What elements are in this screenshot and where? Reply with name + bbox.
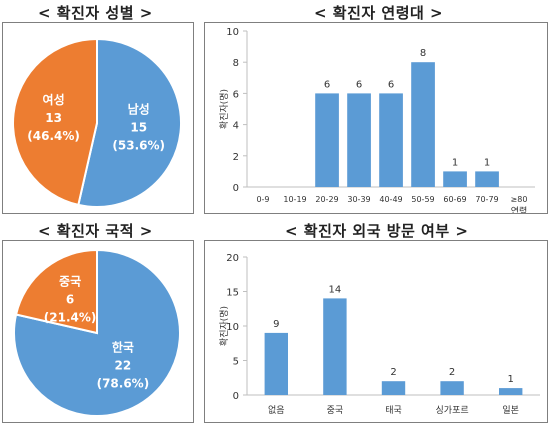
gender-slice-1 [12,37,98,207]
travel-chart-title: < 확진자 외국 방문 여부 > [285,222,469,240]
age-x-tick-label-2: 20-29 [315,195,338,204]
travel-data-label-0: 9 [273,319,279,330]
nationality-slice-1 [14,248,98,335]
age-x-tick-label-3: 30-39 [347,195,370,204]
nationality-slice-value-0: 22 [115,358,132,372]
travel-data-label-4: 1 [508,374,514,385]
gender-slice-label-1: 여성 [43,92,65,107]
nationality-pie-chart: 한국 22 (78.6%) 중국 6 (21.4%) [13,248,181,417]
age-bar-chart: 0 2 4 6 8 10 확진자(명) 0-9 10-19 6 20-29 6 30-39 6 40-49 8… [218,27,535,213]
age-y-tick-label-2: 4 [233,121,239,132]
age-bar-2 [315,93,339,187]
age-y-tick-label-1: 2 [233,152,239,163]
nationality-slice-label-0: 한국 [112,339,134,354]
travel-y-tick-label-3: 15 [226,288,239,299]
gender-slice-0 [77,37,182,208]
age-y-tick-label-0: 0 [233,183,239,194]
travel-data-label-2: 2 [390,367,396,378]
travel-bar-0 [264,332,288,395]
age-bar-6 [443,171,467,187]
age-y-tick-label-3: 6 [233,89,239,100]
age-x-tick-label-5: 50-59 [411,195,434,204]
age-y-axis-title: 확진자(명) [218,89,230,129]
travel-x-tick-label-3: 싱가포르 [436,405,469,416]
travel-bar-4 [499,388,523,395]
nationality-slice-value-1: 6 [66,292,74,306]
age-x-axis-title: 연령 [511,205,528,213]
travel-y-axis-title: 확진자(명) [218,306,230,346]
travel-data-label-3: 2 [449,367,455,378]
age-chart-panel: 0 2 4 6 8 10 확진자(명) 0-9 10-19 6 20-29 6 30-39 6 40-49 8… [204,22,548,214]
age-bar-7 [475,171,499,187]
travel-y-tick-label-0: 0 [233,391,239,402]
gender-chart-title: < 확진자 성별 > [38,4,153,22]
travel-y-tick-label-4: 20 [226,253,239,264]
age-data-label-4: 6 [388,79,394,90]
age-y-tick-label-4: 8 [233,58,239,69]
travel-chart-panel: 0 5 10 15 20 확진자(명) 9 없음 14 중국 2 태국 2 싱가포르 1 일본 [204,240,548,423]
age-data-label-3: 6 [356,79,362,90]
gender-slice-percent-0: (53.6%) [112,139,165,153]
nationality-slice-percent-0: (78.6%) [97,376,150,390]
age-data-label-2: 6 [324,79,330,90]
age-bar-5 [411,62,435,188]
age-x-tick-label-8: ≥80 [511,195,528,204]
age-chart-title: < 확진자 연령대 > [314,4,444,22]
age-data-label-7: 1 [484,157,490,168]
age-bar-4 [379,93,403,187]
gender-slice-percent-1: (46.4%) [27,129,80,143]
gender-slice-value-0: 15 [130,121,147,135]
travel-bar-1 [323,298,347,395]
travel-bar-3 [440,381,464,395]
nationality-chart-panel: 한국 22 (78.6%) 중국 6 (21.4%) [2,240,194,423]
travel-bar-chart: 0 5 10 15 20 확진자(명) 9 없음 14 중국 2 태국 2 싱가포르 1 일본 [218,253,540,416]
travel-data-label-1: 14 [329,284,342,295]
gender-slice-label-0: 남성 [128,102,150,117]
nationality-chart-title: < 확진자 국적 > [38,222,153,240]
nationality-slice-label-1: 중국 [59,274,81,288]
age-x-tick-label-6: 60-69 [443,195,466,204]
age-data-label-5: 8 [420,48,426,59]
nationality-slice-percent-1: (21.4%) [44,310,97,324]
age-bar-3 [347,93,371,187]
travel-x-tick-label-1: 중국 [327,405,344,416]
gender-chart-panel: 남성 15 (53.6%) 여성 13 (46.4%) [2,22,194,214]
travel-y-tick-label-2: 10 [226,322,239,333]
travel-bar-2 [381,381,406,395]
age-x-tick-label-0: 0-9 [256,195,269,204]
age-x-tick-label-7: 70-79 [475,195,498,204]
travel-x-tick-label-0: 없음 [268,405,285,416]
age-x-tick-label-1: 10-19 [283,195,306,204]
age-x-tick-label-4: 40-49 [379,195,402,204]
gender-pie-chart: 남성 15 (53.6%) 여성 13 (46.4%) [12,37,182,208]
age-data-label-6: 1 [452,157,458,168]
travel-y-tick-label-1: 5 [233,357,239,368]
age-y-tick-label-5: 10 [226,27,239,38]
travel-x-tick-label-2: 태국 [385,405,402,416]
travel-x-tick-label-4: 일본 [502,405,519,416]
gender-slice-value-1: 13 [45,111,62,125]
